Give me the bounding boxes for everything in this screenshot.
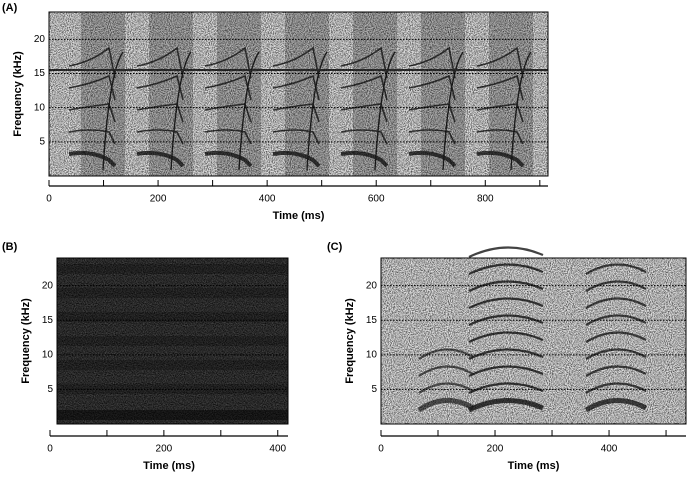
x-tick-label: 800 [477, 194, 494, 205]
harmonic [468, 246, 544, 258]
y-tick-label: 10 [42, 349, 54, 360]
plot-frame [56, 257, 289, 425]
y-tick-label: 15 [366, 315, 378, 326]
y-axis-label: Frequency (kHz) [12, 51, 24, 137]
spectrogram-noise [57, 258, 288, 424]
panel-label: (C) [327, 241, 343, 253]
spectrogram-noise [381, 258, 686, 424]
x-tick-label: 200 [156, 444, 173, 455]
y-tick-label: 5 [39, 136, 45, 147]
x-tick-label: 400 [259, 194, 276, 205]
plot-frame [380, 257, 687, 425]
y-axis-label: Frequency (kHz) [20, 298, 32, 384]
x-axis-label: Time (ms) [508, 460, 560, 472]
y-tick-label: 5 [371, 384, 377, 395]
x-tick-label: 0 [46, 194, 52, 205]
y-tick-label: 10 [366, 349, 378, 360]
panel-label: (B) [2, 241, 18, 253]
x-tick-label: 400 [601, 444, 618, 455]
spectrogram-noise [49, 12, 548, 176]
panel-label: (A) [2, 2, 18, 14]
x-tick-label: 600 [368, 194, 385, 205]
x-axis-label: Time (ms) [273, 210, 325, 222]
x-axis-label: Time (ms) [143, 460, 195, 472]
x-tick-label: 400 [269, 444, 286, 455]
x-tick-label: 0 [47, 444, 53, 455]
y-tick-label: 20 [34, 34, 46, 45]
y-tick-label: 15 [42, 315, 54, 326]
x-tick-label: 200 [487, 444, 504, 455]
y-tick-label: 20 [42, 280, 54, 291]
y-tick-label: 15 [34, 68, 46, 79]
plot-frame [48, 11, 549, 177]
y-tick-label: 20 [366, 280, 378, 291]
y-tick-label: 10 [34, 102, 46, 113]
x-tick-label: 200 [150, 194, 167, 205]
y-axis-label: Frequency (kHz) [344, 298, 356, 384]
x-tick-label: 0 [378, 444, 384, 455]
y-tick-label: 5 [47, 384, 53, 395]
